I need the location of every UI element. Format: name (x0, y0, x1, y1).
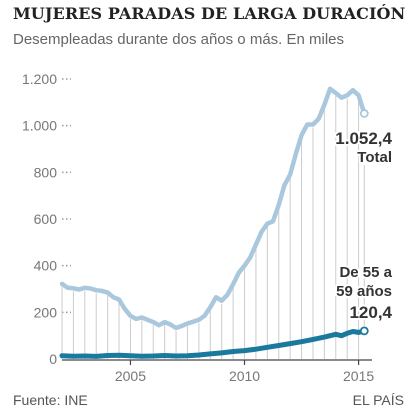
y-tick-label: 800 (34, 164, 58, 180)
age-series-label-line1: De 55 a (339, 264, 392, 281)
chart-title: MUJERES PARADAS DE LARGA DURACIÓN (13, 4, 406, 23)
x-tick-label: 2015 (343, 368, 374, 384)
source-label: Fuente: INE (13, 392, 88, 408)
x-axis: 2005 2010 2015 (62, 359, 374, 384)
y-axis-tick-labels: 0 200 400 600 800 1.000 1.200 (22, 71, 57, 367)
y-tick-label: 0 (49, 351, 57, 367)
y-tick-label: 1.200 (22, 71, 57, 87)
total-series-label: Total (357, 149, 392, 166)
x-tick-label: 2005 (115, 368, 146, 384)
age-series-line (59, 328, 367, 359)
total-series-endpoint (359, 109, 369, 118)
y-axis-gridmarks (62, 78, 71, 314)
age-series-label-line2: 59 años (336, 283, 392, 300)
y-tick-label: 400 (34, 258, 58, 274)
y-tick-label: 200 (34, 304, 58, 320)
total-drop-lines (61, 96, 360, 359)
y-tick-label: 600 (34, 211, 58, 227)
chart-subtitle: Desempleadas durante dos años o más. En … (13, 31, 345, 48)
chart-annotations: 1.052,4 Total De 55 a 59 años 120,4 (333, 127, 395, 327)
total-value-label: 1.052,4 (335, 129, 392, 148)
total-series-line (59, 86, 367, 331)
brand-label: EL PAÍS (352, 392, 404, 408)
x-tick-label: 2010 (229, 368, 260, 384)
series-lines (59, 86, 369, 359)
y-tick-label: 1.000 (22, 118, 57, 134)
age-series-endpoint (359, 326, 369, 336)
age-value-label: 120,4 (349, 303, 392, 322)
